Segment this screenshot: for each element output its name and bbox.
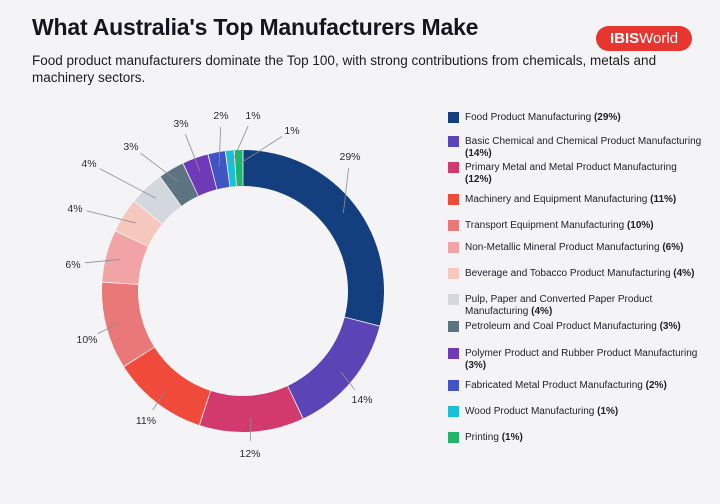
slice-leader-line	[84, 259, 121, 264]
legend-percent: (3%)	[659, 321, 681, 332]
legend-swatch	[448, 162, 459, 173]
legend-swatch	[448, 220, 459, 231]
legend-label: Basic Chemical and Chemical Product Manu…	[465, 136, 705, 159]
legend-swatch	[448, 136, 459, 147]
slice-leader-line	[218, 126, 221, 167]
donut-slice	[208, 151, 230, 190]
legend-swatch	[448, 242, 459, 253]
legend-percent: (11%)	[650, 194, 677, 205]
slice-data-label: 4%	[67, 203, 82, 215]
legend-label: Machinery and Equipment Manufacturing (1…	[465, 194, 705, 206]
legend-swatch	[448, 294, 459, 305]
donut-slice	[115, 201, 162, 246]
donut-slice	[101, 282, 155, 367]
legend-category: Primary Metal and Metal Product Manufact…	[465, 162, 677, 173]
slice-data-label: 29%	[339, 151, 360, 163]
legend-swatch	[448, 432, 459, 443]
donut-slice	[160, 163, 198, 206]
donut-slice	[288, 317, 380, 419]
legend-percent: (6%)	[662, 242, 684, 253]
legend-percent: (12%)	[465, 173, 492, 185]
legend-category: Non-Metallic Mineral Product Manufacturi…	[465, 242, 663, 253]
legend-label: Pulp, Paper and Converted Paper Product …	[465, 294, 705, 317]
slice-leader-line	[152, 391, 166, 411]
slice-data-label: 4%	[81, 158, 96, 170]
slice-data-label: 11%	[136, 415, 156, 427]
legend-swatch	[448, 380, 459, 391]
legend-category: Polymer Product and Rubber Product Manuf…	[465, 348, 698, 359]
legend-label: Transport Equipment Manufacturing (10%)	[465, 220, 705, 232]
legend-percent: (2%)	[645, 380, 667, 391]
chart-title: What Australia's Top Manufacturers Make	[32, 14, 479, 40]
donut-slice	[124, 347, 211, 425]
legend-label: Fabricated Metal Product Manufacturing (…	[465, 380, 705, 392]
legend-percent: (1%)	[597, 406, 619, 417]
donut-slice	[183, 154, 217, 196]
legend-label: Beverage and Tobacco Product Manufacturi…	[465, 268, 705, 280]
donut-slice	[102, 231, 148, 285]
legend-category: Basic Chemical and Chemical Product Manu…	[465, 136, 702, 147]
legend-swatch	[448, 406, 459, 417]
legend-swatch	[448, 268, 459, 279]
slice-data-label: 2%	[213, 110, 228, 122]
slice-data-label: 1%	[245, 110, 260, 122]
donut-slice	[243, 150, 384, 326]
chart-subtitle: Food product manufacturers dominate the …	[32, 53, 657, 85]
legend-category: Machinery and Equipment Manufacturing	[465, 194, 651, 205]
brand-logo-light: World	[639, 30, 679, 47]
legend-percent: (4%)	[531, 305, 553, 317]
slice-leader-line	[185, 134, 201, 172]
legend-percent: (10%)	[626, 220, 654, 231]
slice-data-label: 1%	[284, 125, 299, 137]
brand-logo-bold: IBIS	[609, 30, 640, 47]
legend-swatch	[448, 112, 459, 123]
legend-label: Polymer Product and Rubber Product Manuf…	[465, 348, 705, 371]
legend-label: Printing (1%)	[465, 432, 705, 444]
slice-data-label: 10%	[76, 334, 97, 346]
slice-leader-line	[238, 136, 283, 165]
slice-data-label: 3%	[123, 141, 138, 153]
slice-leader-line	[140, 152, 179, 183]
brand-logo: IBISWorld	[596, 26, 692, 51]
legend-percent: (14%)	[465, 147, 492, 159]
donut-slice	[234, 150, 243, 187]
slice-leader-line	[230, 125, 249, 165]
slice-leader-line	[97, 322, 121, 335]
legend-swatch	[448, 348, 459, 359]
legend-percent: (3%)	[465, 359, 487, 371]
legend-category: Fabricated Metal Product Manufacturing	[465, 380, 646, 391]
slice-data-label: 6%	[65, 259, 80, 271]
legend-category: Petroleum and Coal Product Manufacturing	[465, 321, 660, 332]
legend-label: Primary Metal and Metal Product Manufact…	[465, 162, 705, 185]
slice-leader-line	[340, 371, 355, 390]
legend-category: Food Product Manufacturing	[465, 112, 594, 123]
slice-leader-line	[249, 417, 252, 442]
slice-leader-line	[342, 167, 350, 214]
donut-slice	[199, 386, 303, 432]
legend-category: Transport Equipment Manufacturing	[465, 220, 627, 231]
slice-leader-line	[99, 168, 157, 199]
slice-data-label: 14%	[351, 394, 372, 406]
legend-label: Petroleum and Coal Product Manufacturing…	[465, 321, 705, 333]
legend-category: Printing	[465, 432, 502, 443]
donut-slice	[134, 177, 181, 224]
legend-label: Food Product Manufacturing (29%)	[465, 112, 705, 124]
legend-category: Wood Product Manufacturing	[465, 406, 598, 417]
legend-swatch	[448, 321, 459, 332]
legend-category: Pulp, Paper and Converted Paper Product …	[465, 294, 653, 317]
legend-label: Wood Product Manufacturing (1%)	[465, 406, 705, 418]
legend-percent: (4%)	[673, 268, 695, 279]
slice-data-label: 12%	[239, 448, 260, 460]
legend-percent: (29%)	[593, 112, 621, 123]
legend-percent: (1%)	[501, 432, 523, 443]
legend-label: Non-Metallic Mineral Product Manufacturi…	[465, 242, 705, 254]
slice-data-label: 3%	[173, 118, 188, 130]
slice-leader-line	[86, 210, 136, 224]
legend-category: Beverage and Tobacco Product Manufacturi…	[465, 268, 674, 279]
legend-swatch	[448, 194, 459, 205]
